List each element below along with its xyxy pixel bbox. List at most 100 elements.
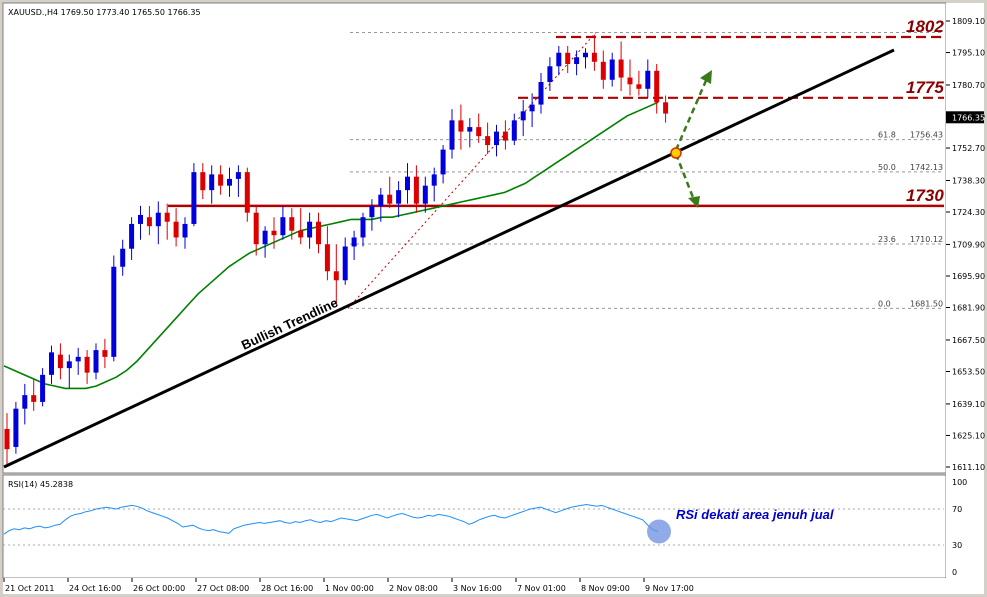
candle-body (405, 176, 410, 191)
price-tick-label: 1611.10 (952, 463, 985, 472)
candle-body (49, 352, 54, 375)
candle-body (583, 52, 588, 58)
price-tick-label: 1809.10 (952, 17, 985, 26)
level-label-1775: 1775 (906, 78, 944, 97)
candle-body (235, 172, 241, 179)
candle-body (22, 395, 28, 409)
price-tick-label: 1780.70 (952, 81, 985, 90)
candle-body (627, 77, 633, 85)
time-tick-label: 28 Oct 16:00 (261, 584, 313, 593)
candle-body (218, 174, 224, 186)
candle-body (93, 350, 99, 373)
fib-ratio-label: 50.0 (878, 163, 896, 172)
candle-body (645, 70, 651, 89)
price-tick-label: 1639.10 (952, 400, 985, 409)
candle-body (191, 172, 197, 224)
fib-value-label: 1710.12 (910, 235, 943, 244)
candle-body (342, 246, 348, 281)
candle-body (271, 230, 277, 236)
candle-body (31, 395, 37, 402)
candle-body (146, 217, 152, 227)
candle-body (209, 174, 215, 191)
rsi-tick-label: 100 (952, 478, 967, 487)
candle-body (663, 102, 669, 114)
candle-body (440, 149, 446, 175)
candle-body (280, 217, 286, 236)
time-tick-label: 9 Nov 17:00 (645, 584, 694, 593)
current-price-label: 1766.35 (952, 113, 985, 122)
candle-body (351, 237, 357, 247)
candle-body (262, 230, 268, 245)
rsi-tick-label: 0 (952, 568, 957, 577)
price-axis-area (946, 3, 984, 578)
price-tick-label: 1738.30 (952, 176, 985, 185)
fib-value-label: 1681.50 (910, 299, 943, 308)
time-tick-label: 1 Nov 00:00 (325, 584, 374, 593)
rsi-line (3, 503, 659, 535)
candle-body (609, 59, 615, 80)
fib-value-label: 1742.13 (910, 163, 943, 172)
candle-body (574, 57, 580, 65)
candle-body (591, 52, 597, 62)
chart-header: XAUUSD.,H4 1769.50 1773.40 1765.50 1766.… (8, 8, 201, 17)
candle-body (431, 174, 437, 186)
fib-ratio-label: 61.8 (878, 131, 896, 140)
candle-body (520, 111, 526, 121)
candle-body (324, 244, 330, 272)
price-tick-label: 1681.90 (952, 304, 985, 313)
candle-body (298, 230, 304, 238)
candle-body (307, 221, 313, 238)
candle-body (84, 356, 90, 373)
candle-body (654, 70, 660, 103)
price-tick-label: 1625.10 (952, 431, 985, 440)
time-tick-label: 26 Oct 00:00 (133, 584, 185, 593)
candle-body (102, 350, 108, 357)
candle-body (449, 120, 455, 150)
fib-ratio-label: 0.0 (878, 299, 891, 308)
pivot-marker (670, 147, 682, 159)
candle-body (182, 223, 188, 238)
fib-value-label: 1756.43 (910, 131, 943, 140)
down-projection-arrow (674, 153, 696, 201)
rsi-panel (2, 474, 947, 579)
level-label-1802: 1802 (906, 17, 944, 36)
candle-body (502, 131, 508, 141)
candle-body (556, 52, 562, 67)
price-tick-label: 1752.70 (952, 144, 985, 153)
candle-body (529, 104, 535, 112)
time-tick-label: 21 Oct 2011 (5, 584, 54, 593)
candle-body (13, 408, 19, 447)
time-tick-label: 7 Nov 01:00 (517, 584, 566, 593)
candle-body (227, 178, 232, 186)
candle-body (333, 271, 339, 281)
down-arrow-head (688, 196, 700, 208)
candle-body (40, 374, 46, 402)
price-tick-label: 1667.50 (952, 336, 985, 345)
candle-body (75, 356, 81, 362)
candle-body (476, 127, 482, 137)
up-arrow-head (700, 70, 712, 84)
level-label-1730: 1730 (906, 186, 944, 205)
candle-body (387, 194, 393, 204)
candle-body (378, 194, 384, 206)
candle-body (422, 185, 428, 204)
time-tick-label: 24 Oct 16:00 (69, 584, 121, 593)
rsi-tick-label: 70 (952, 505, 962, 514)
candle-body (316, 221, 321, 245)
candle-body (111, 266, 117, 357)
candle-body (66, 361, 72, 369)
candle-body (511, 120, 517, 141)
candle-body (547, 66, 553, 83)
candle-body (164, 212, 170, 222)
up-projection-arrow (674, 75, 710, 151)
moving-average-line (3, 101, 659, 390)
bullish-trendline (3, 48, 895, 469)
rsi-highlight (647, 519, 671, 544)
time-axis-area (3, 578, 984, 594)
time-tick-label: 8 Nov 09:00 (581, 584, 630, 593)
candle-body (4, 428, 10, 450)
candle-body (138, 214, 143, 224)
candle-body (360, 217, 366, 238)
candle-body (636, 84, 642, 89)
